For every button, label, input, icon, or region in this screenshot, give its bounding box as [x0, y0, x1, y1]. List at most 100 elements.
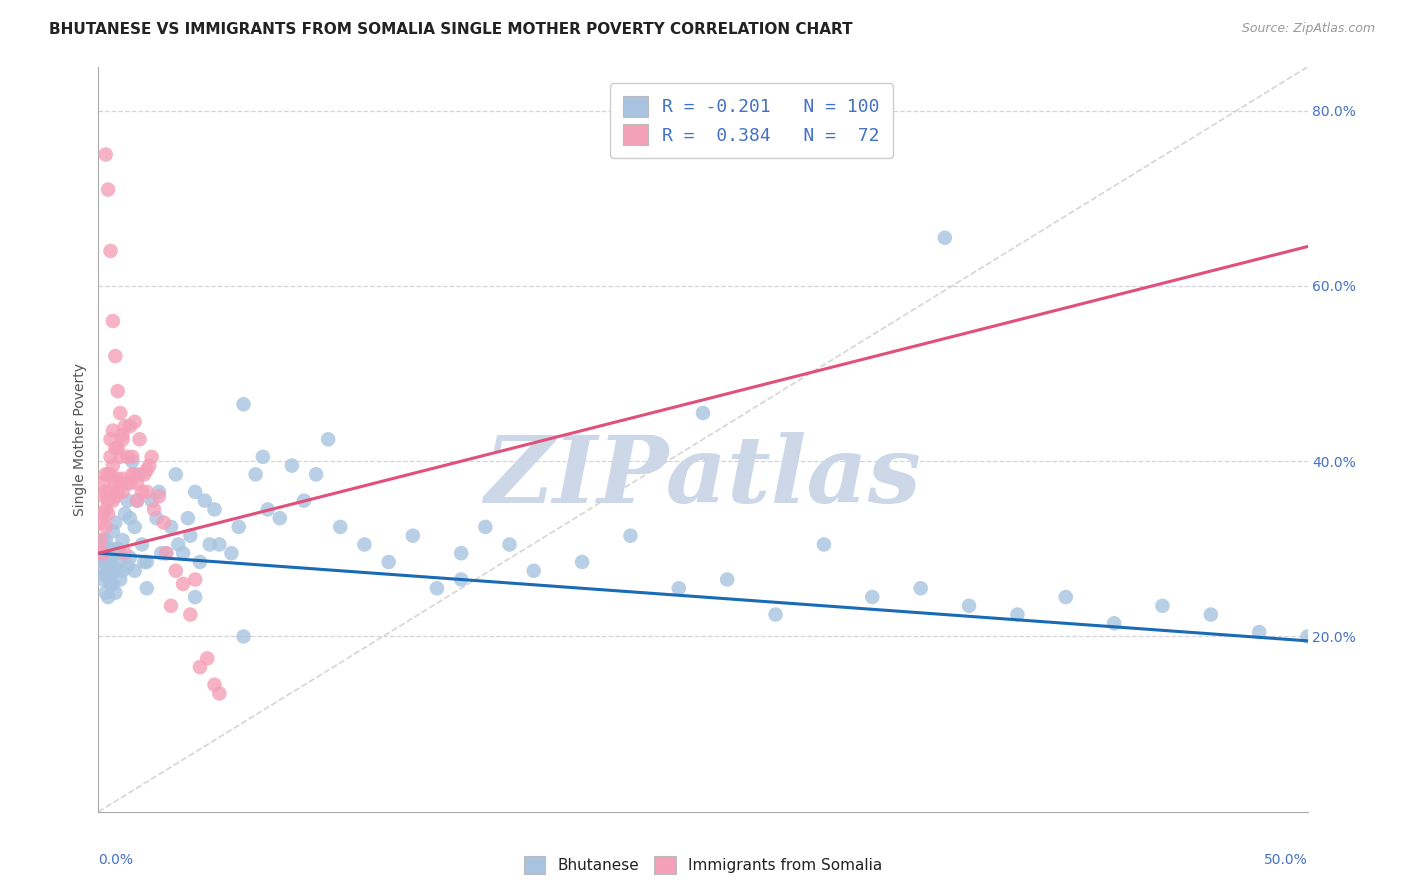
Point: [172, 546, 194, 560]
Point: [377, 555, 399, 569]
Point: [143, 502, 166, 516]
Point: [97, 183, 120, 197]
Point: [141, 493, 163, 508]
Point: [94, 533, 117, 547]
Point: [155, 546, 177, 560]
Point: [1249, 625, 1271, 640]
Point: [107, 541, 129, 556]
Point: [111, 564, 134, 578]
Point: [571, 555, 593, 569]
Point: [101, 559, 124, 574]
Point: [107, 472, 129, 486]
Text: BHUTANESE VS IMMIGRANTS FROM SOMALIA SINGLE MOTHER POVERTY CORRELATION CHART: BHUTANESE VS IMMIGRANTS FROM SOMALIA SIN…: [49, 22, 853, 37]
Text: Source: ZipAtlas.com: Source: ZipAtlas.com: [1241, 22, 1375, 36]
Point: [91, 533, 114, 547]
Point: [104, 489, 127, 503]
Point: [198, 537, 221, 551]
Point: [188, 555, 211, 569]
Point: [765, 607, 787, 622]
Point: [97, 507, 120, 521]
Point: [160, 520, 183, 534]
Point: [353, 537, 375, 551]
Point: [107, 555, 129, 569]
Point: [128, 467, 150, 482]
Point: [91, 555, 114, 569]
Point: [1152, 599, 1174, 613]
Point: [94, 484, 117, 499]
Point: [90, 559, 112, 574]
Point: [94, 147, 117, 161]
Point: [118, 550, 141, 565]
Point: [252, 450, 274, 464]
Point: [131, 537, 153, 551]
Point: [117, 450, 139, 464]
Point: [316, 433, 339, 447]
Point: [108, 406, 131, 420]
Point: [135, 582, 157, 596]
Point: [179, 529, 201, 543]
Point: [91, 507, 114, 521]
Point: [101, 524, 124, 539]
Point: [194, 493, 217, 508]
Point: [107, 484, 129, 499]
Point: [426, 582, 449, 596]
Point: [221, 546, 243, 560]
Point: [101, 577, 124, 591]
Point: [91, 489, 114, 503]
Point: [117, 559, 139, 574]
Point: [402, 529, 425, 543]
Point: [101, 458, 124, 473]
Point: [934, 231, 956, 245]
Point: [100, 550, 122, 565]
Point: [94, 550, 117, 565]
Point: [148, 489, 170, 503]
Point: [1007, 607, 1029, 622]
Point: [245, 467, 267, 482]
Point: [208, 686, 231, 700]
Point: [1199, 607, 1222, 622]
Legend: Bhutanese, Immigrants from Somalia: Bhutanese, Immigrants from Somalia: [517, 850, 889, 880]
Point: [90, 546, 112, 560]
Point: [111, 472, 134, 486]
Text: 50.0%: 50.0%: [1264, 853, 1308, 867]
Text: ZIPatlas: ZIPatlas: [485, 432, 921, 522]
Point: [104, 441, 127, 455]
Point: [155, 546, 177, 560]
Point: [619, 529, 641, 543]
Point: [165, 564, 187, 578]
Point: [121, 467, 143, 482]
Point: [910, 582, 932, 596]
Point: [111, 433, 134, 447]
Point: [108, 573, 131, 587]
Point: [94, 520, 117, 534]
Point: [292, 493, 315, 508]
Point: [91, 476, 114, 491]
Point: [104, 585, 127, 599]
Point: [127, 476, 149, 491]
Point: [104, 516, 127, 530]
Point: [107, 384, 129, 398]
Point: [131, 484, 153, 499]
Point: [118, 511, 141, 525]
Point: [195, 651, 218, 665]
Point: [108, 450, 131, 464]
Point: [813, 537, 835, 551]
Point: [232, 630, 254, 644]
Point: [101, 493, 124, 508]
Point: [498, 537, 520, 551]
Point: [128, 433, 150, 447]
Point: [145, 511, 167, 525]
Point: [114, 546, 136, 560]
Point: [256, 502, 278, 516]
Point: [100, 450, 122, 464]
Point: [1296, 630, 1319, 644]
Point: [177, 511, 200, 525]
Point: [305, 467, 328, 482]
Point: [97, 559, 120, 574]
Point: [523, 564, 546, 578]
Point: [329, 520, 352, 534]
Point: [167, 537, 190, 551]
Point: [160, 599, 183, 613]
Point: [107, 441, 129, 455]
Point: [172, 577, 194, 591]
